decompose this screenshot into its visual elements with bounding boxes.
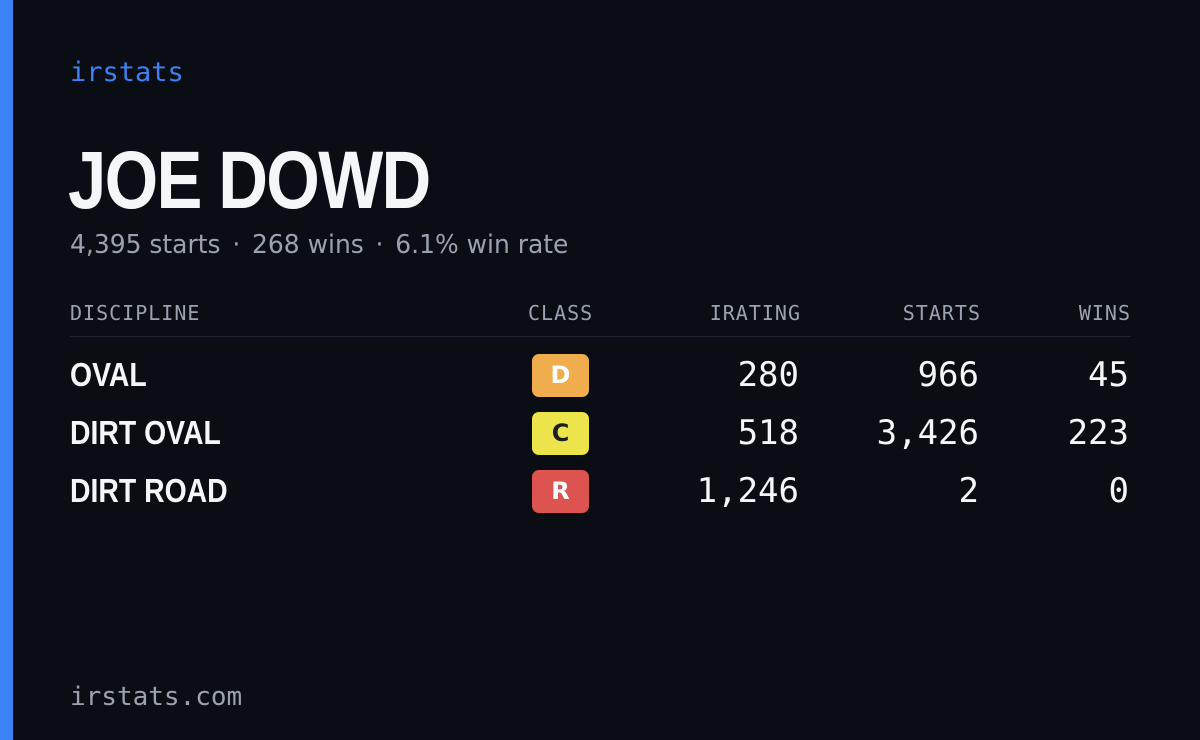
brand-logo-text: irstats [70,57,184,88]
player-summary: 4,395 starts · 268 wins · 6.1% win rate [70,227,568,263]
header-starts: STARTS [902,301,981,325]
footer-domain: irstats.com [70,682,243,712]
discipline-cell: DIRT ROAD [70,472,228,509]
starts-cell: 3,426 [876,413,979,453]
summary-wins: 268 wins [252,230,364,260]
discipline-cell: OVAL [70,356,147,393]
summary-separator: · [232,230,241,260]
header-wins: WINS [1078,301,1131,325]
table-header: DISCIPLINE CLASS IRATING STARTS WINS [70,296,1131,337]
starts-cell: 2 [958,471,979,511]
irating-cell: 280 [737,355,799,395]
header-irating: IRATING [709,301,801,325]
accent-bar [0,0,13,740]
summary-win-rate: 6.1% win rate [395,230,569,260]
class-badge: C [532,412,589,455]
player-name: JOE DOWD [68,135,431,226]
stats-table: DISCIPLINE CLASS IRATING STARTS WINS OVA… [70,296,1131,513]
starts-cell: 966 [917,355,979,395]
class-badge: R [532,470,589,513]
header-class: CLASS [528,301,594,325]
wins-cell: 0 [1108,471,1129,511]
discipline-cell: DIRT OVAL [70,414,221,451]
summary-starts: 4,395 starts [70,230,221,260]
table-row: DIRT OVAL C 518 3,426 223 [70,395,1131,455]
wins-cell: 223 [1067,413,1129,453]
class-badge: D [532,354,589,397]
irating-cell: 518 [737,413,799,453]
irating-cell: 1,246 [696,471,799,511]
wins-cell: 45 [1088,355,1129,395]
header-discipline: DISCIPLINE [70,301,201,325]
table-row: OVAL D 280 966 45 [70,337,1131,397]
summary-separator: · [375,230,384,260]
table-row: DIRT ROAD R 1,246 2 0 [70,453,1131,513]
